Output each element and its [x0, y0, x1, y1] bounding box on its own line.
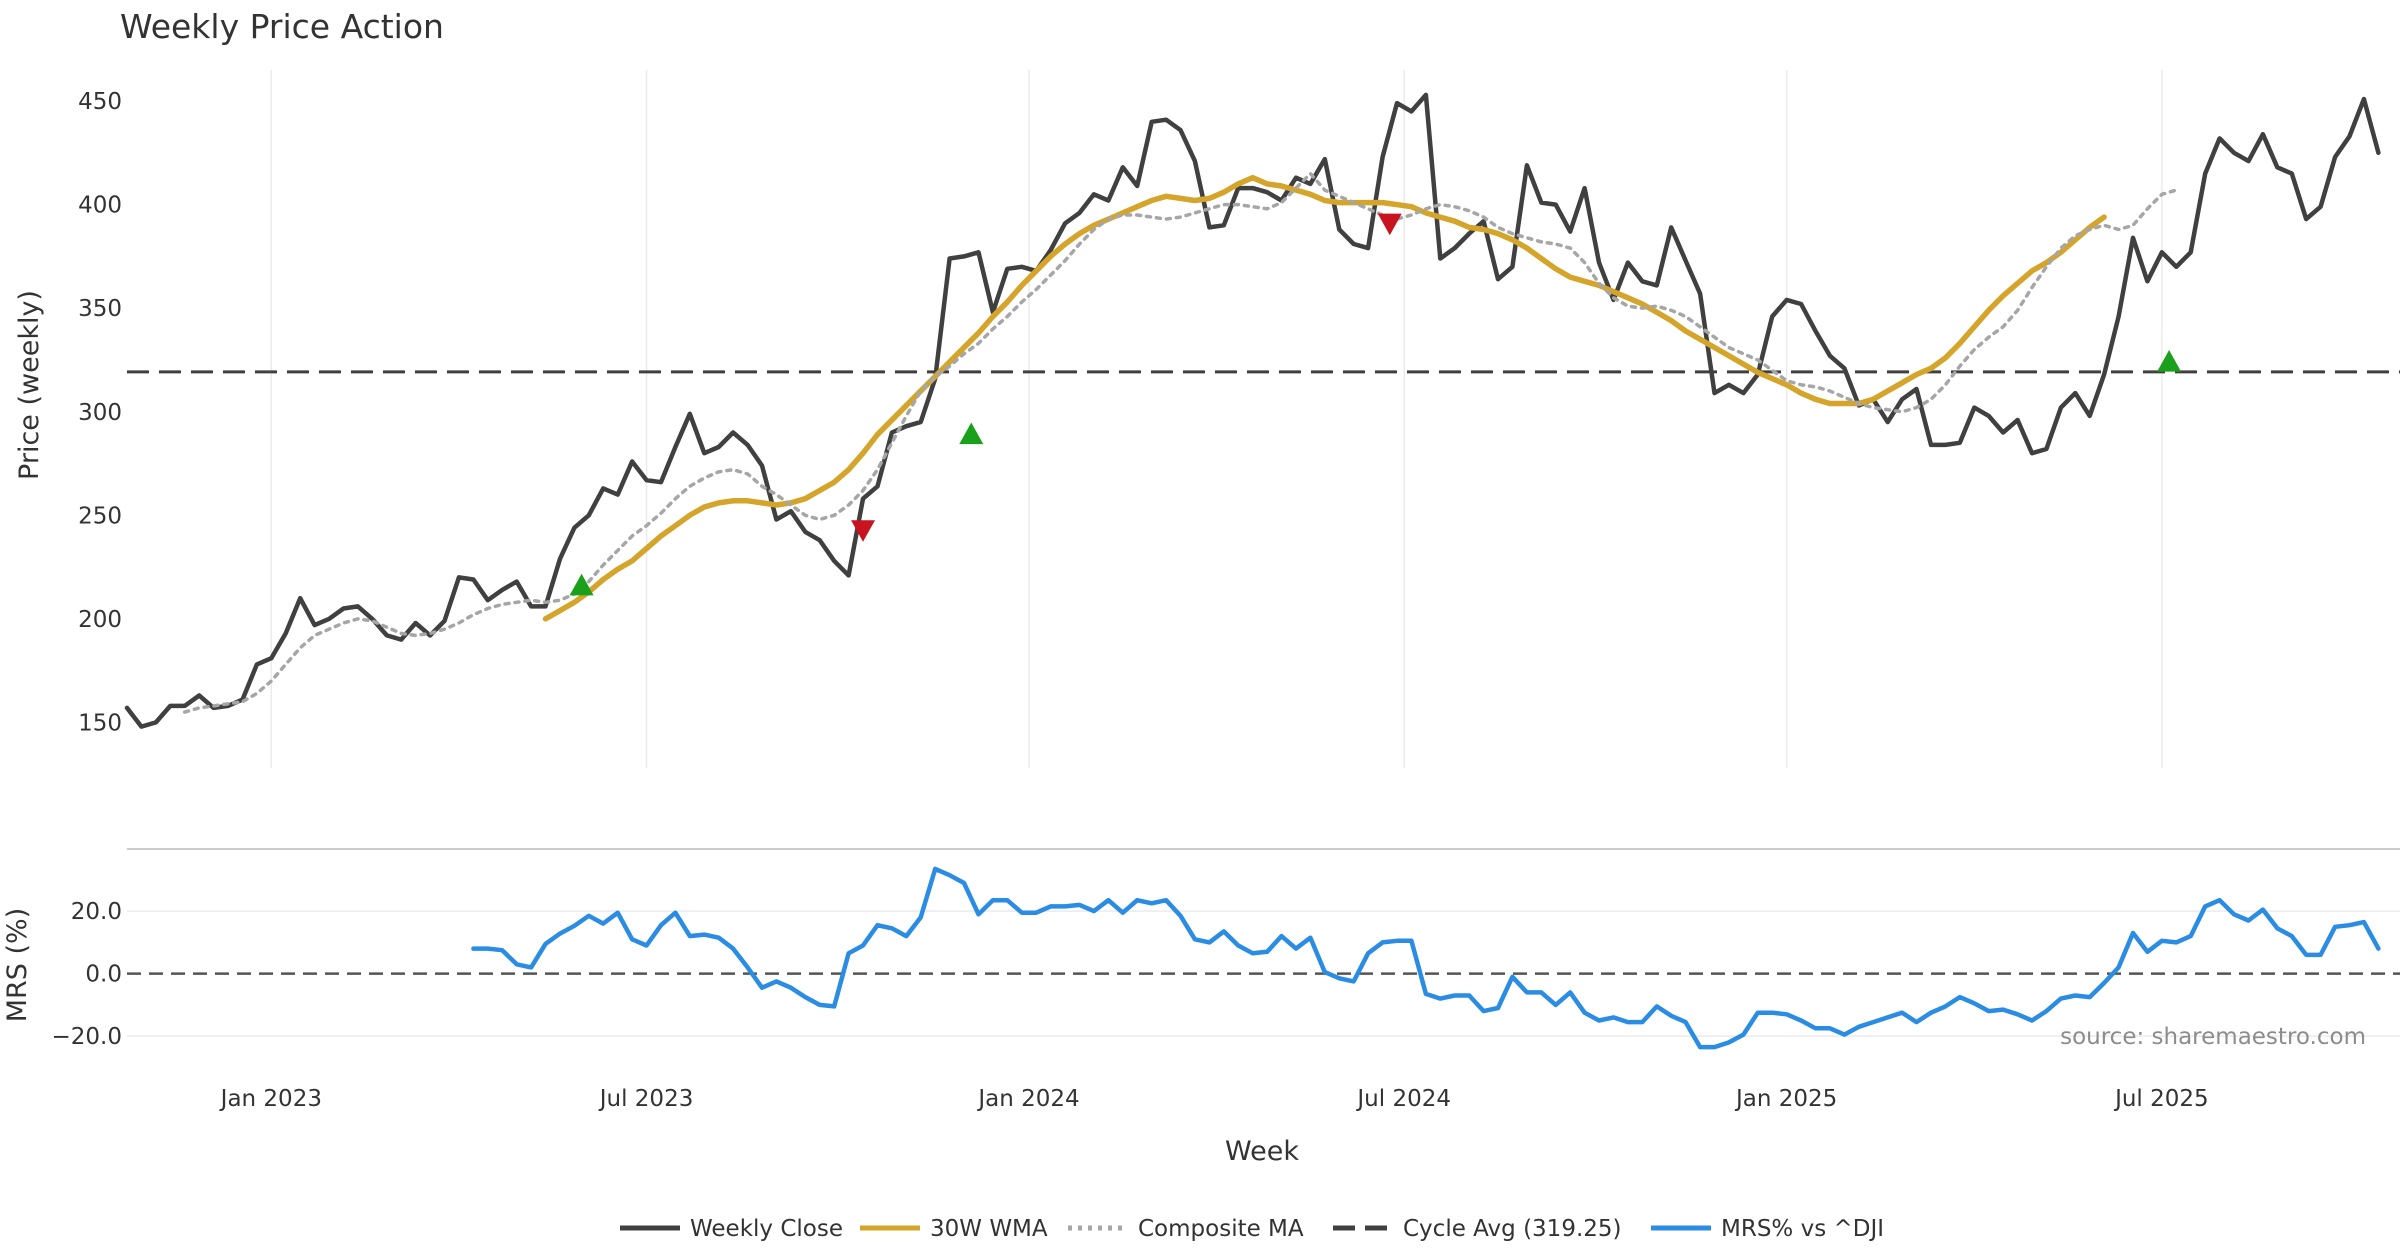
mrs-y-label: MRS (%) [2, 908, 33, 1023]
legend-label: Cycle Avg (319.25) [1403, 1216, 1622, 1242]
sell-signal-marker [851, 520, 876, 542]
x-tick-label: Jul 2023 [598, 1086, 694, 1112]
legend-label: 30W WMA [930, 1216, 1048, 1242]
price-y-tick-label: 300 [78, 400, 122, 426]
signal-markers [569, 213, 2182, 596]
buy-signal-marker [959, 422, 984, 445]
mrs-y-tick-label: −20.0 [52, 1024, 122, 1050]
legend-label: Composite MA [1138, 1216, 1304, 1242]
price-y-tick-label: 200 [78, 607, 122, 633]
legend-label: MRS% vs ^DJI [1721, 1216, 1884, 1242]
legend: Weekly Close 30W WMA Composite MA Cycle Avg… [620, 1216, 1884, 1242]
buy-signal-marker [569, 573, 594, 596]
legend-label: Weekly Close [690, 1216, 843, 1242]
legend-item-30w-wma: 30W WMA [860, 1216, 1048, 1242]
mrs-y-tick-label: 20.0 [71, 899, 122, 925]
series-mrs-vs-dji [471, 866, 2381, 1050]
x-tick-label: Jan 2023 [219, 1086, 322, 1112]
price-y-tick-label: 250 [78, 503, 122, 529]
series-composite-ma [182, 171, 2179, 714]
week-x-ticks: Jan 2023 Jul 2023 Jan 2024 Jul 2024 Jan 2025… [219, 1086, 2209, 1112]
price-y-tick-label: 350 [78, 296, 122, 322]
price-y-tick-label: 400 [78, 193, 122, 219]
x-tick-label: Jul 2025 [2113, 1086, 2209, 1112]
x-tick-label: Jul 2024 [1355, 1086, 1451, 1112]
price-y-ticks: 150 200 250 300 350 400 450 [78, 89, 122, 736]
x-axis-label: Week [1225, 1136, 1299, 1167]
source-note: source: sharemaestro.com [2060, 1024, 2366, 1050]
legend-item-mrs-vs-dji: MRS% vs ^DJI [1651, 1216, 1884, 1242]
sell-signal-marker [1377, 213, 1402, 236]
upper-gridlines [270, 70, 2163, 768]
series-weekly-close [124, 92, 2381, 729]
legend-item-composite-ma: Composite MA [1068, 1216, 1304, 1242]
mrs-series [471, 866, 2381, 1050]
mrs-y-tick-label: 0.0 [85, 962, 122, 988]
legend-item-weekly-close: Weekly Close [620, 1216, 843, 1242]
mrs-y-ticks: 20.0 0.0 −20.0 [52, 899, 122, 1050]
buy-signal-marker [2157, 350, 2182, 372]
lower-gridlines [127, 910, 2400, 1037]
price-y-tick-label: 150 [78, 710, 122, 736]
price-series [124, 92, 2381, 729]
price-y-tick-label: 450 [78, 89, 122, 115]
chart-title: Weekly Price Action [120, 7, 444, 46]
series-30w-wma [542, 174, 2107, 622]
x-tick-label: Jan 2024 [976, 1086, 1079, 1112]
price-y-label: Price (weekly) [14, 290, 45, 480]
legend-item-cycle-avg-319-25: Cycle Avg (319.25) [1333, 1216, 1622, 1242]
x-tick-label: Jan 2025 [1734, 1086, 1837, 1112]
